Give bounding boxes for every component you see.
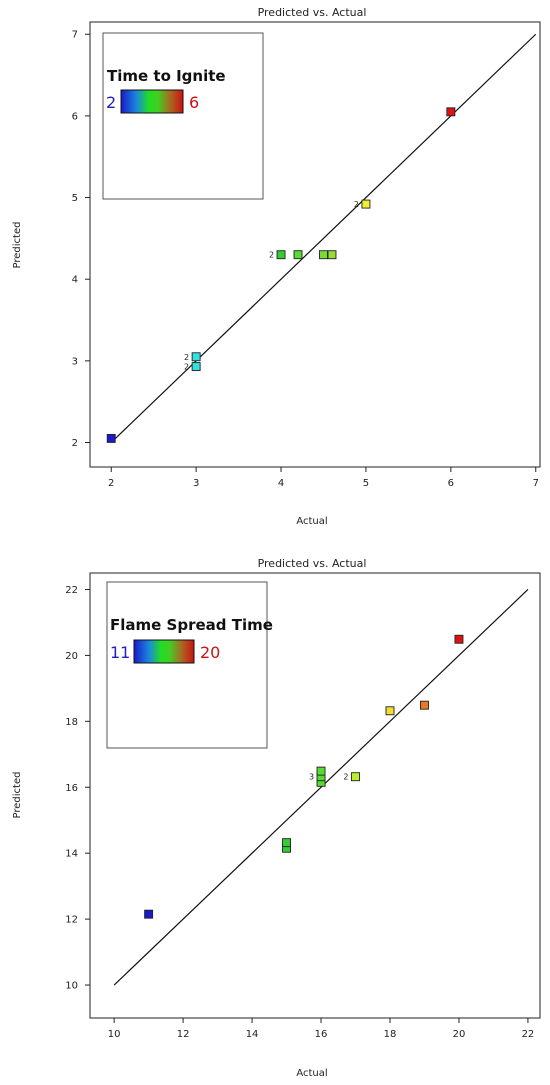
chart-1-points	[106, 107, 456, 443]
chart-2-title: Predicted vs. Actual	[258, 557, 367, 570]
chart-2-x-tick-label: 12	[177, 1029, 190, 1040]
chart-2-data-point	[282, 838, 292, 848]
chart-2-point-count-label: 3	[309, 773, 314, 782]
chart-1-x-tick-label: 2	[108, 478, 114, 489]
chart-1-legend-min: 2	[106, 93, 116, 112]
chart-2-data-point	[454, 634, 464, 644]
chart-2-legend-colorbar	[133, 639, 195, 664]
chart-1-x-tick-label: 5	[363, 478, 369, 489]
chart-2-y-axis-label: Predicted	[12, 772, 23, 819]
chart-1-data-point	[191, 362, 201, 372]
chart-1-legend: Time to Ignite 2 6	[102, 32, 264, 200]
chart-1-x-axis-label: Actual	[296, 516, 327, 527]
chart-1-y-tick-label: 2	[72, 438, 78, 449]
chart-2-data-point	[351, 772, 360, 782]
chart-1-data-point	[327, 250, 337, 260]
chart-2-y-tick-label: 18	[65, 717, 78, 728]
chart-1-point-count-label: 2	[184, 363, 189, 372]
chart-2-data-point	[316, 766, 326, 776]
chart-1-y-tick-label: 5	[72, 193, 78, 204]
chart-2-x-tick-label: 10	[108, 1029, 121, 1040]
chart-2-legend-box	[106, 581, 268, 749]
chart-2-y-tick-label: 22	[65, 585, 78, 596]
chart-1-x-tick-label: 6	[448, 478, 454, 489]
chart-2-data-point	[144, 909, 154, 919]
chart-1-y-axis-label: Predicted	[12, 222, 23, 269]
chart-1-legend-box	[102, 32, 264, 200]
chart-2-point-count-label: 2	[343, 773, 348, 782]
chart-2-points	[144, 634, 464, 919]
chart-1-data-point	[106, 433, 116, 443]
chart-2: Predicted vs. Actual 10 12 14 16 18 20 2210121…	[12, 557, 541, 1079]
chart-1-data-point	[293, 250, 303, 260]
chart-1-reference-line	[110, 33, 537, 443]
chart-2-y-tick-label: 16	[65, 783, 78, 794]
chart-2-y-tick-label: 12	[65, 915, 78, 926]
chart-1-data-point	[446, 107, 456, 117]
chart-2-y-tick-label: 14	[65, 849, 78, 860]
chart-1-legend-title: Time to Ignite	[107, 67, 226, 85]
chart-2-legend: Flame Spread Time 11 20	[106, 581, 273, 749]
chart-2-data-point	[385, 706, 395, 716]
chart-1-x-tick-label: 4	[278, 478, 284, 489]
chart-1-y-tick-label: 4	[72, 275, 78, 286]
chart-1-point-count-label: 2	[354, 200, 359, 209]
chart-2-legend-max: 20	[200, 643, 220, 662]
chart-1-y-tick-label: 3	[72, 356, 78, 367]
chart-2-x-tick-label: 18	[384, 1029, 397, 1040]
chart-1-data-point	[276, 250, 286, 260]
chart-2-reference-line	[113, 589, 529, 986]
chart-2-y-tick-label: 20	[65, 651, 78, 662]
chart-1-point-count-label: 2	[269, 251, 274, 260]
chart-2-y-tick-label: 10	[65, 981, 78, 992]
chart-1-y-tick-label: 6	[72, 111, 78, 122]
chart-2-x-tick-label: 22	[522, 1029, 535, 1040]
chart-1-title: Predicted vs. Actual	[258, 6, 367, 19]
chart-2-x-tick-label: 14	[246, 1029, 259, 1040]
chart-1-data-point	[361, 199, 371, 209]
chart-1-plot-area	[89, 21, 541, 468]
chart-2-ticks: 10 12 14 16 18 20 22 10 12 14 16 18 20 22	[65, 585, 534, 1040]
chart-1-ticks: 2 3 4 5 6 7 2 3 4 5 6 7	[72, 30, 539, 489]
chart-1-data-point	[319, 250, 328, 260]
chart-2-x-tick-label: 16	[315, 1029, 328, 1040]
chart-2-x-axis-label: Actual	[296, 1068, 327, 1079]
chart-1-legend-max: 6	[189, 93, 199, 112]
chart-2-x-tick-label: 20	[453, 1029, 466, 1040]
chart-1-data-point	[191, 352, 201, 362]
chart-1-y-tick-label: 7	[72, 30, 78, 41]
chart-2-legend-min: 11	[110, 643, 130, 662]
chart-2-plot-area	[89, 572, 541, 1019]
chart-1-x-tick-label: 3	[193, 478, 199, 489]
chart-2-data-point	[420, 700, 429, 710]
chart-2-legend-title: Flame Spread Time	[110, 616, 273, 634]
chart-1-legend-colorbar	[120, 89, 184, 114]
chart-1-point-count-label: 2	[184, 353, 189, 362]
chart-1-x-tick-label: 7	[533, 478, 539, 489]
